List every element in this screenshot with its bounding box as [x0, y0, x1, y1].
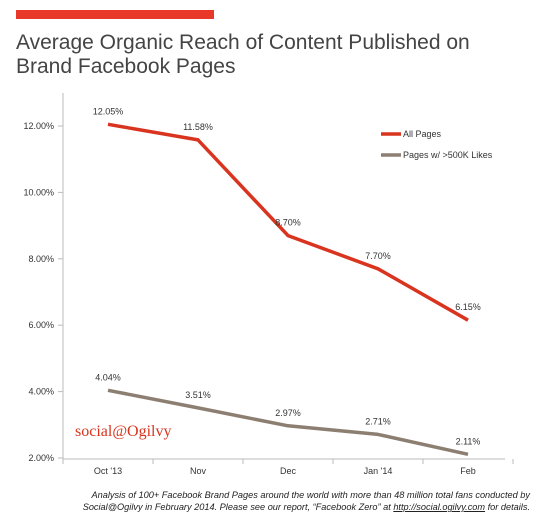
- y-tick-label: 2.00%: [28, 453, 54, 463]
- y-tick-label: 10.00%: [23, 187, 54, 197]
- x-tick-label: Oct '13: [94, 466, 122, 476]
- footnote: Analysis of 100+ Facebook Brand Pages ar…: [40, 489, 530, 513]
- x-tick-label: Feb: [460, 466, 476, 476]
- data-label: 4.04%: [95, 372, 121, 382]
- x-tick-label: Dec: [280, 466, 297, 476]
- brand-logo: social@Ogilvy: [75, 423, 172, 440]
- y-tick-label: 8.00%: [28, 254, 54, 264]
- x-tick-label: Nov: [190, 466, 207, 476]
- data-label: 2.71%: [365, 416, 391, 426]
- page-title: Average Organic Reach of Content Publish…: [16, 31, 536, 79]
- footnote-link[interactable]: http://social.ogilvy.com: [393, 502, 486, 512]
- legend-label-0: All Pages: [403, 129, 442, 139]
- data-label: 8.70%: [275, 218, 301, 228]
- y-tick-label: 6.00%: [28, 320, 54, 330]
- title-line-1: Average Organic Reach of Content Publish…: [16, 31, 470, 54]
- footnote-text: Social@Ogilvy in February 2014. Please s…: [82, 502, 394, 512]
- data-label: 2.11%: [456, 436, 481, 446]
- y-tick-label: 12.00%: [23, 121, 54, 131]
- data-label: 12.05%: [93, 106, 124, 116]
- data-label: 6.15%: [455, 302, 481, 312]
- y-tick-label: 4.00%: [28, 387, 54, 397]
- data-label: 3.51%: [185, 390, 211, 400]
- footnote-text-end: for details.: [485, 502, 530, 512]
- legend-label-1: Pages w/ >500K Likes: [403, 150, 493, 160]
- footnote-line-2: Social@Ogilvy in February 2014. Please s…: [40, 501, 530, 513]
- data-label: 2.97%: [275, 408, 301, 418]
- accent-bar: [16, 10, 214, 19]
- title-line-2: Brand Facebook Pages: [16, 55, 236, 78]
- footnote-line-1: Analysis of 100+ Facebook Brand Pages ar…: [91, 490, 530, 500]
- x-tick-label: Jan '14: [364, 466, 393, 476]
- data-label: 7.70%: [365, 251, 391, 261]
- data-label: 11.58%: [183, 122, 213, 132]
